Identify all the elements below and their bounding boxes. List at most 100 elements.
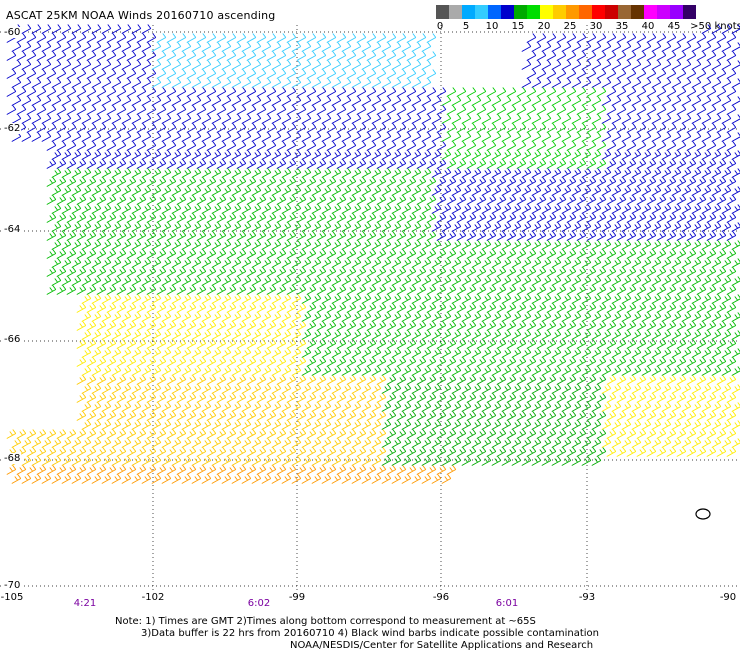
wind-barb <box>571 114 582 124</box>
wind-barb <box>616 69 627 79</box>
wind-barb <box>426 213 437 223</box>
wind-barb <box>576 231 587 241</box>
wind-barb <box>386 303 397 313</box>
wind-barb <box>111 222 122 232</box>
wind-barb <box>376 375 387 385</box>
wind-barb <box>286 411 297 421</box>
wind-barb <box>671 438 682 448</box>
wind-barb <box>456 195 467 205</box>
wind-barb <box>536 177 547 187</box>
wind-barb <box>351 438 362 448</box>
wind-barb <box>241 186 252 196</box>
wind-barb <box>251 402 262 412</box>
wind-barb <box>381 348 392 358</box>
wind-barb <box>376 33 387 43</box>
wind-barb <box>336 285 347 295</box>
wind-barb <box>301 438 312 448</box>
wind-barb <box>291 420 302 430</box>
wind-barb <box>631 78 642 88</box>
wind-barb <box>401 78 412 88</box>
wind-barb <box>501 96 512 106</box>
wind-barb <box>246 339 257 349</box>
wind-barb <box>616 177 627 187</box>
wind-barb <box>706 339 717 349</box>
wind-barb <box>461 420 472 430</box>
wind-barb <box>221 204 232 214</box>
wind-barb <box>271 258 282 268</box>
wind-barb <box>411 222 422 232</box>
wind-barb <box>86 375 97 385</box>
wind-barb <box>531 366 542 376</box>
wind-barb <box>716 159 727 169</box>
wind-barb <box>151 438 162 448</box>
wind-barb <box>86 249 97 259</box>
wind-barb <box>311 132 322 142</box>
wind-barb <box>291 348 302 358</box>
wind-barb <box>316 177 327 187</box>
wind-barb <box>376 141 387 151</box>
wind-barb <box>181 168 192 178</box>
wind-barb <box>416 375 427 385</box>
wind-barb <box>586 303 597 313</box>
wind-barb <box>81 420 92 430</box>
wind-barb <box>716 267 727 277</box>
wind-barb <box>106 33 117 43</box>
wind-barb <box>176 303 187 313</box>
wind-barb <box>671 348 682 358</box>
wind-barb <box>276 285 287 295</box>
wind-barb <box>586 141 597 151</box>
wind-barb <box>511 348 522 358</box>
wind-barb <box>311 186 322 196</box>
wind-barb <box>621 384 632 394</box>
wind-barb <box>106 375 117 385</box>
wind-barb <box>161 312 172 322</box>
wind-barb <box>686 249 697 259</box>
wind-barb <box>306 33 317 43</box>
wind-barb <box>91 420 102 430</box>
wind-barb <box>671 114 682 124</box>
wind-barb <box>286 339 297 349</box>
wind-barb <box>301 42 312 52</box>
wind-barb <box>311 240 322 250</box>
wind-barb <box>441 240 452 250</box>
wind-barb <box>146 411 157 421</box>
wind-barb <box>601 366 612 376</box>
wind-barb <box>26 69 37 79</box>
wind-barb <box>136 267 147 277</box>
wind-barb <box>281 384 292 394</box>
wind-barb <box>566 411 577 421</box>
wind-barb <box>206 231 217 241</box>
wind-barb <box>571 438 582 448</box>
wind-barb <box>326 159 337 169</box>
wind-barb <box>346 393 357 403</box>
wind-barb <box>641 186 652 196</box>
wind-barb <box>416 51 427 61</box>
wind-barb <box>451 114 462 124</box>
wind-barb <box>236 267 247 277</box>
wind-barb <box>681 258 692 268</box>
wind-barb <box>521 96 532 106</box>
wind-barb <box>256 411 267 421</box>
wind-barb <box>186 213 197 223</box>
wind-barb <box>661 60 672 70</box>
wind-barb <box>236 69 247 79</box>
wind-barb <box>641 366 652 376</box>
wind-barb <box>721 276 732 286</box>
wind-barb <box>126 141 137 151</box>
wind-barb <box>721 96 732 106</box>
wind-barb <box>361 222 372 232</box>
wind-barb <box>356 393 367 403</box>
wind-barb <box>316 69 327 79</box>
wind-barb <box>51 150 62 160</box>
wind-barb <box>151 258 162 268</box>
wind-barb <box>321 78 332 88</box>
wind-barb <box>471 186 482 196</box>
wind-barb <box>326 429 337 439</box>
wind-barb <box>66 249 77 259</box>
wind-barb <box>311 276 322 286</box>
wind-barb <box>546 141 557 151</box>
wind-barb <box>536 393 547 403</box>
wind-barb <box>371 438 382 448</box>
wind-barb <box>61 222 72 232</box>
wind-barb <box>191 150 202 160</box>
